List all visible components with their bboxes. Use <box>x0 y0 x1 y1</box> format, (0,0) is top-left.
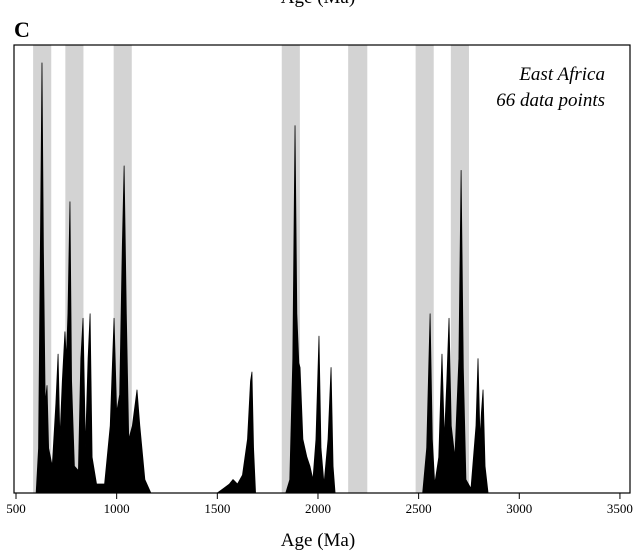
x-tick-label: 1000 <box>104 501 130 516</box>
panel-label: C <box>14 17 30 42</box>
x-tick-label: 2000 <box>305 501 331 516</box>
annotation: 66 data points <box>496 90 605 111</box>
top-axis-label: Age (Ma) <box>281 0 355 8</box>
x-tick-label: 3500 <box>607 501 633 516</box>
annotation: East Africa <box>518 64 605 85</box>
x-axis: 500 1000 1500 2000 2500 3000 3500 <box>6 493 633 516</box>
x-tick-label: 500 <box>6 501 26 516</box>
x-tick-label: 2500 <box>406 501 432 516</box>
x-tick-label: 1500 <box>204 501 230 516</box>
plot <box>15 62 621 494</box>
plot-frame <box>13 44 631 494</box>
density-area <box>15 62 621 494</box>
x-tick-label: 3000 <box>506 501 532 516</box>
x-axis-label: Age (Ma) <box>281 530 355 551</box>
age-band <box>348 45 368 493</box>
